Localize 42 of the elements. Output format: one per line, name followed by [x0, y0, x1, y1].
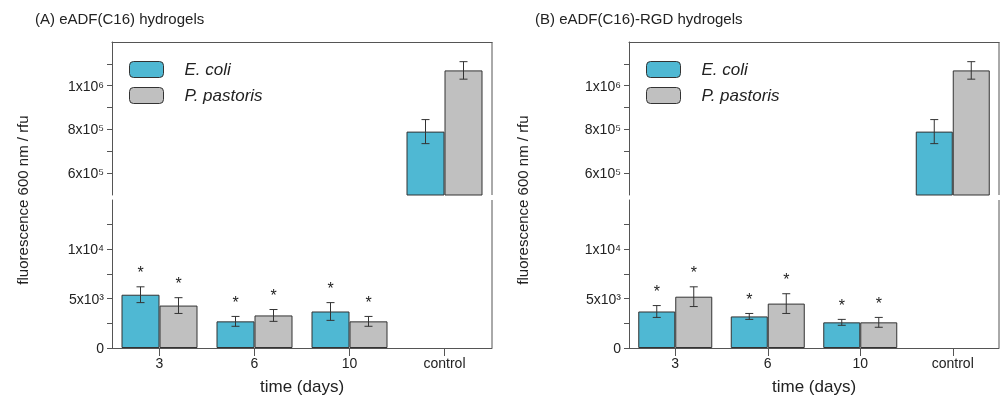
y-tick-label: 5x10³: [585, 290, 622, 307]
y-axis-title: fluorescence 600 nm / rfu: [513, 115, 531, 285]
y-tick-label: 1x10⁶: [584, 77, 621, 94]
legend-label: E. coli: [184, 60, 233, 79]
legend-label: P. pastoris: [184, 86, 264, 105]
y-tick-label: 1x10⁶: [67, 77, 104, 94]
y-tick-label: 6x10⁵: [67, 165, 104, 182]
chart-title: (A) eADF(C16) hydrogels: [35, 10, 205, 27]
x-tick-label: 10: [852, 355, 869, 371]
x-axis-title: time (days): [259, 377, 345, 396]
data-label: *: [270, 287, 277, 305]
y-tick-label: 8x10⁵: [67, 121, 104, 138]
y-axis-title: fluorescence 600 nm / rfu: [13, 115, 31, 285]
x-tick-label: 6: [250, 355, 259, 371]
y-tick-label: 1x10⁴: [584, 241, 621, 258]
x-axis-title: time (days): [771, 377, 857, 396]
data-label: *: [690, 264, 697, 282]
y-tick-label: 5x10³: [68, 290, 105, 307]
data-label: *: [838, 296, 845, 314]
data-label: *: [232, 293, 239, 311]
x-tick-label: 6: [763, 355, 772, 371]
y-tick-label: 8x10⁵: [584, 121, 621, 138]
data-label: *: [365, 293, 372, 311]
data-label: *: [137, 264, 144, 282]
legend-label: E. coli: [701, 60, 750, 79]
legend-label: P. pastoris: [701, 86, 781, 105]
x-tick-label: 3: [155, 355, 164, 371]
x-tick-label: control: [931, 355, 974, 371]
y-tick-label: 0: [613, 340, 622, 356]
data-label: *: [175, 275, 182, 293]
data-label: *: [327, 280, 334, 298]
x-tick-label: control: [423, 355, 466, 371]
data-label: *: [653, 283, 660, 301]
y-tick-label: 6x10⁵: [584, 165, 621, 182]
x-tick-label: 10: [341, 355, 358, 371]
chart-title: (B) eADF(C16)-RGD hydrogels: [535, 10, 743, 27]
y-tick-label: 0: [96, 340, 105, 356]
x-tick-label: 3: [671, 355, 680, 371]
data-label: *: [783, 271, 790, 289]
y-tick-label: 1x10⁴: [67, 241, 104, 258]
data-label: *: [746, 290, 753, 308]
data-label: *: [875, 294, 882, 312]
